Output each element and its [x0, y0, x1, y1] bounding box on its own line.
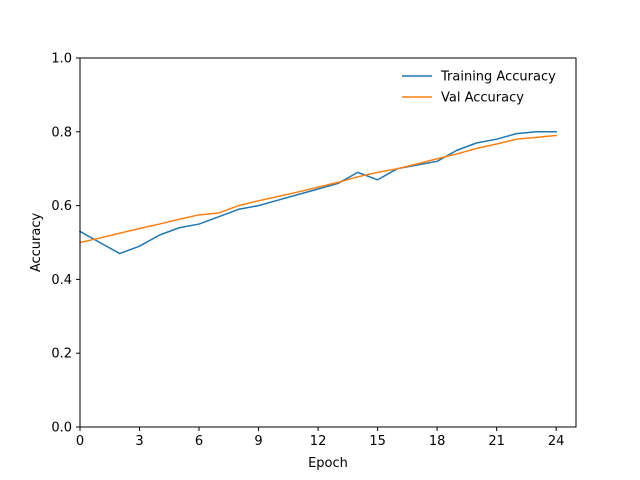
x-tick-label: 3 [135, 434, 143, 449]
x-axis: 0 3 6 9 12 15 18 21 24 [76, 427, 565, 449]
y-tick-label: 0.4 [51, 273, 72, 288]
legend-label-0: Training Accuracy [440, 70, 556, 85]
x-axis-label: Epoch [308, 456, 348, 471]
series-layer [78, 131, 557, 255]
y-tick-label: 0.2 [51, 347, 72, 362]
x-tick-label: 9 [254, 434, 262, 449]
y-axis-label: Accuracy [29, 213, 44, 273]
x-tick-label: 6 [195, 434, 203, 449]
plot-frame [79, 57, 577, 428]
x-tick-label: 21 [488, 434, 505, 449]
legend: Training Accuracy Val Accuracy [402, 70, 556, 106]
x-tick-label: 15 [369, 434, 386, 449]
x-tick-label: 24 [548, 434, 565, 449]
y-axis: 0.0 0.2 0.4 0.6 0.8 1.0 [51, 52, 80, 436]
x-tick-label: 18 [429, 434, 446, 449]
series-line-1 [79, 134, 557, 244]
y-tick-label: 0.0 [51, 421, 72, 436]
y-tick-label: 0.8 [51, 125, 72, 140]
series-line-0 [78, 131, 557, 255]
y-tick-label: 0.6 [51, 199, 72, 214]
x-tick-label: 12 [310, 434, 327, 449]
y-tick-label: 1.0 [51, 52, 72, 67]
x-tick-label: 0 [76, 434, 84, 449]
legend-label-1: Val Accuracy [441, 91, 524, 106]
